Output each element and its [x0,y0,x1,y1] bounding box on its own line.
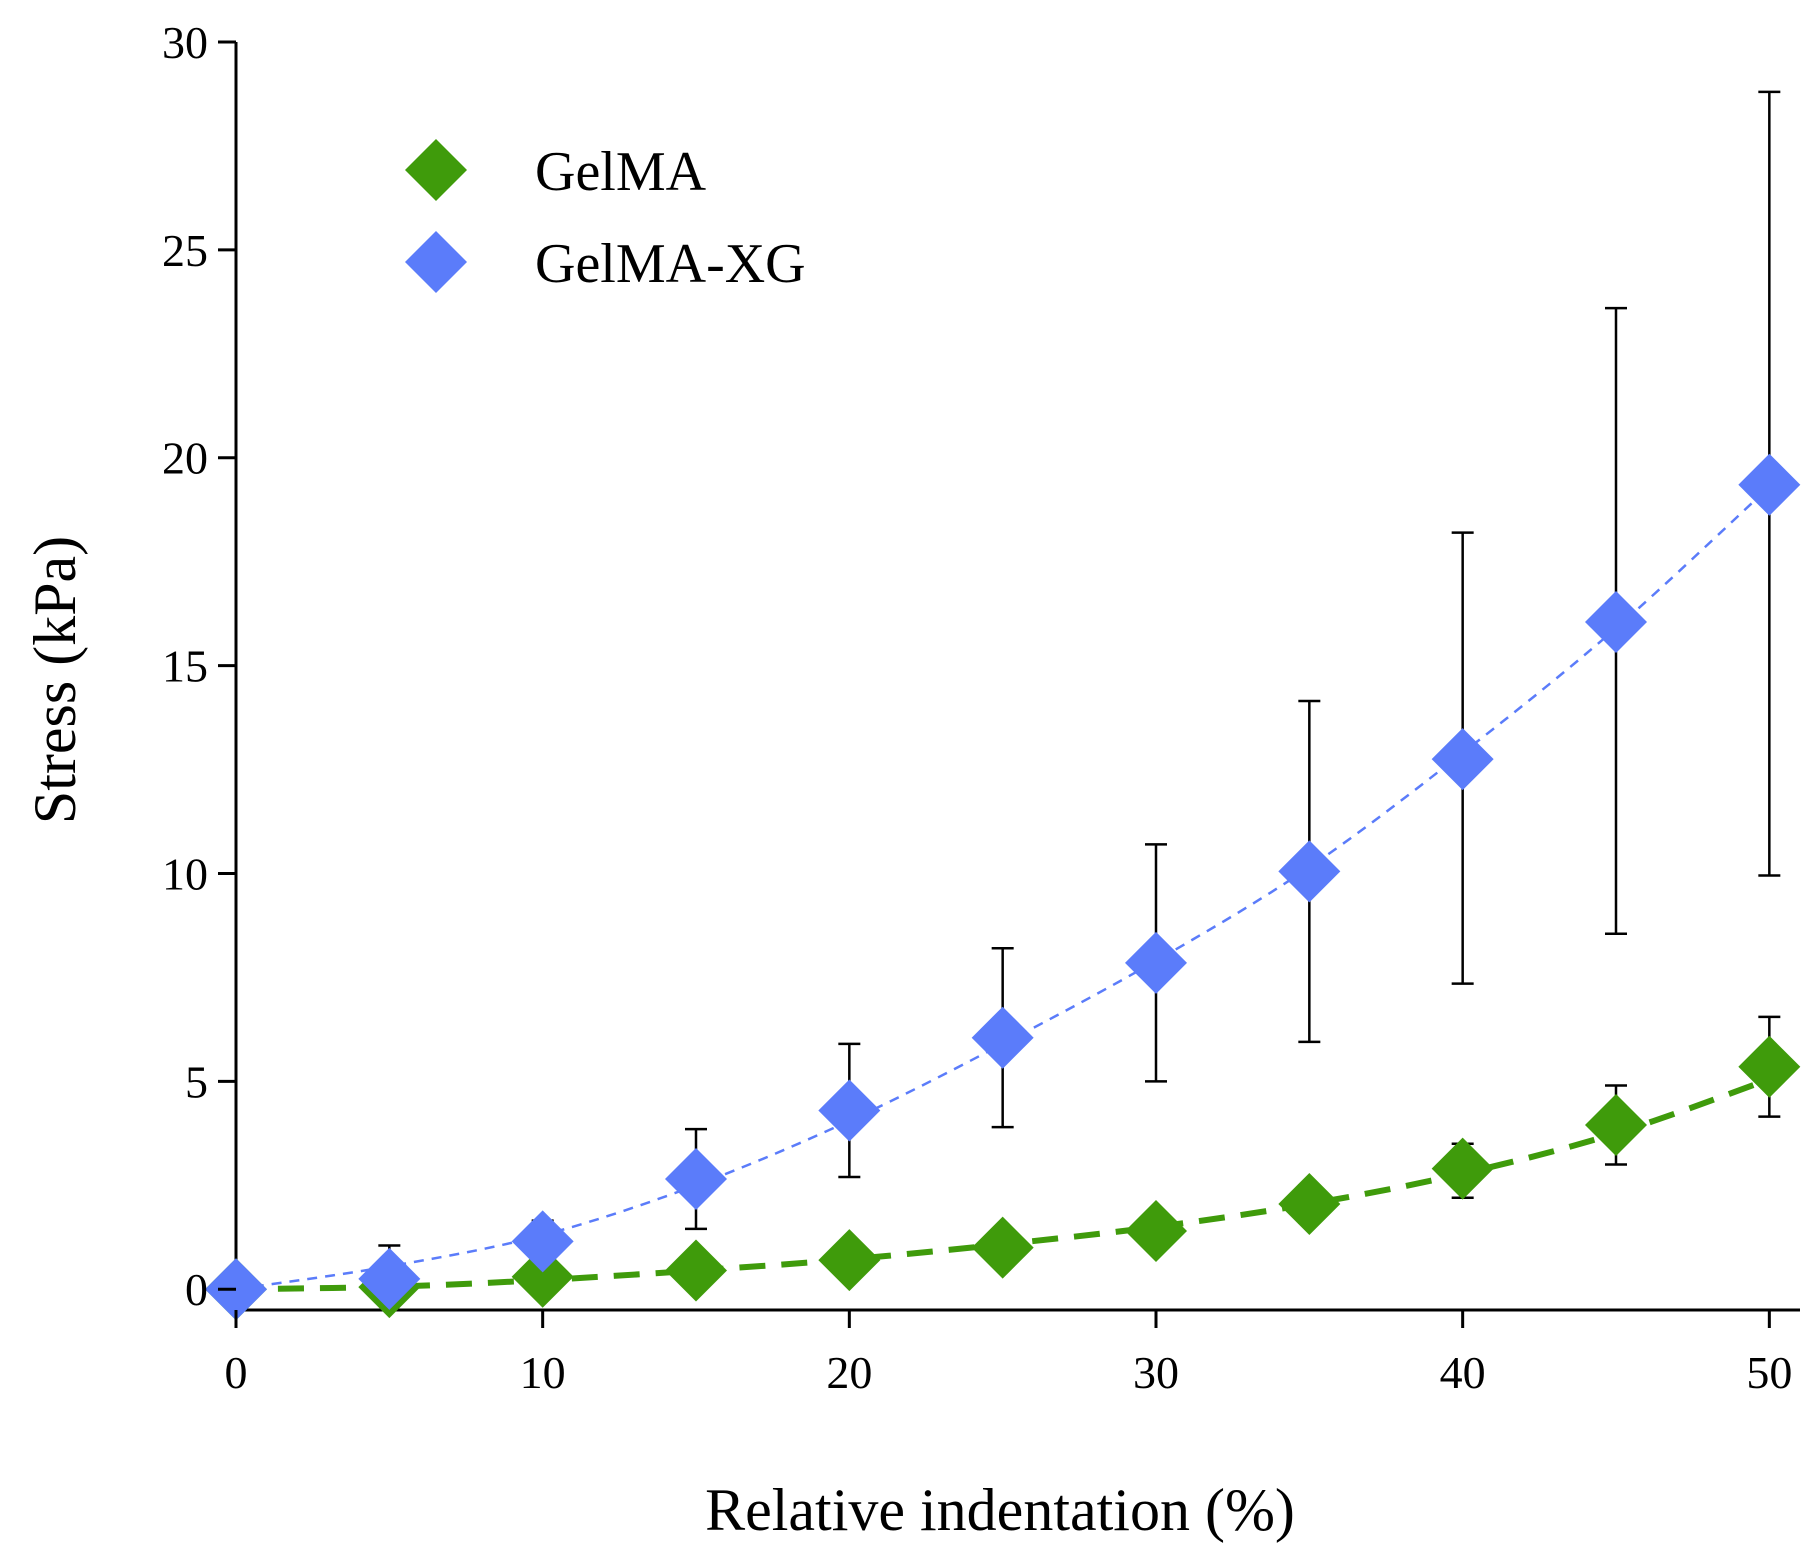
gelma-marker [1278,1172,1341,1235]
plot-axes [234,42,1800,1312]
gelma-xg-marker [1738,453,1801,516]
gelma-xg-marker [1431,728,1494,791]
gelma-xg-marker [1278,840,1341,903]
gelma-xg-marker [971,1006,1034,1069]
legend: GelMA GelMA-XG [405,139,806,295]
y-tick-label: 10 [162,848,208,899]
y-tick-label: 20 [162,433,208,484]
gelma-xg-marker [1585,590,1647,653]
gelma-xg-legend-marker [405,231,467,293]
gelma-xg-marker [358,1247,421,1310]
gelma-xg-legend-label: GelMA-XG [535,233,806,295]
gelma-legend-marker [405,139,467,201]
y-axis-title: Stress (kPa) [22,536,88,824]
axis-ticks: 0 10 20 30 40 50 0 5 10 15 20 25 30 [162,17,1792,1398]
gelma-marker [1585,1093,1647,1156]
gelma-marker [511,1245,574,1308]
fit-lines [235,485,1771,1293]
gelma-marker [1738,1035,1801,1098]
x-tick-label: 20 [826,1347,872,1398]
gelma-xg-marker [1125,931,1187,994]
x-axis-title: Relative indentation (%) [705,1477,1295,1543]
y-tick-label: 25 [162,225,208,276]
y-tick-label: 5 [185,1056,208,1107]
x-tick-label: 10 [520,1347,566,1398]
gelma-marker [1125,1200,1187,1263]
gelma-marker [971,1216,1034,1279]
y-tick-label: 30 [162,17,208,68]
gelma-marker [1431,1137,1494,1200]
gelma-legend-label: GelMA [535,141,707,203]
x-tick-label: 30 [1133,1347,1179,1398]
data-markers [205,453,1801,1321]
gelma-marker [818,1229,881,1292]
x-tick-label: 0 [225,1347,248,1398]
x-tick-label: 50 [1746,1347,1792,1398]
y-tick-label: 0 [185,1264,208,1315]
y-tick-label: 15 [162,641,208,692]
gelma-marker [665,1239,727,1302]
gelma-xg-marker [511,1210,574,1273]
gelma-xg-marker [818,1079,881,1142]
gelma-xg-marker [665,1148,727,1211]
gelma-xg-fit-line [235,485,1771,1291]
x-tick-label: 40 [1440,1347,1486,1398]
